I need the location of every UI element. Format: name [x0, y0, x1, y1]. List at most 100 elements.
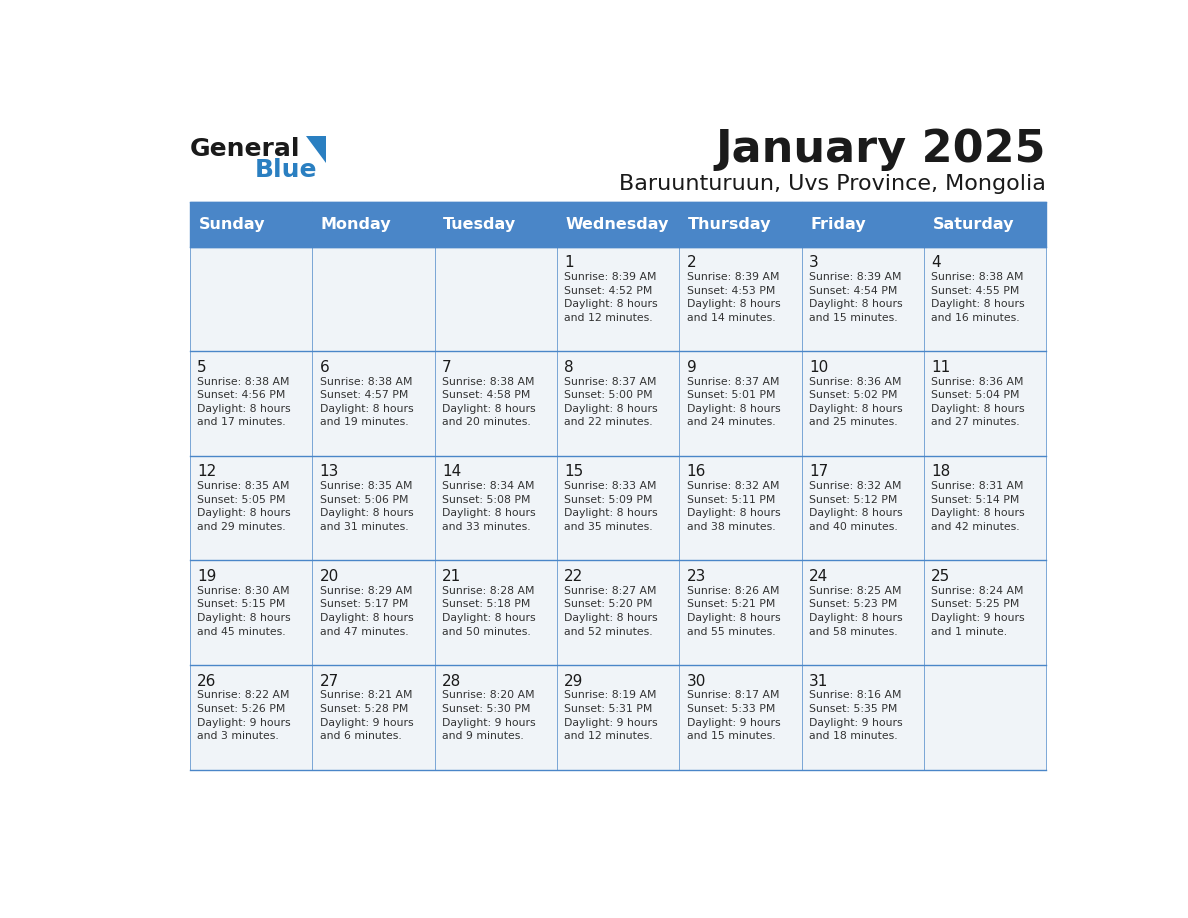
Bar — [680, 665, 802, 769]
Text: Sunrise: 8:36 AM
Sunset: 5:04 PM
Daylight: 8 hours
and 27 minutes.: Sunrise: 8:36 AM Sunset: 5:04 PM Dayligh… — [931, 376, 1025, 428]
Text: 25: 25 — [931, 569, 950, 584]
Bar — [680, 560, 802, 665]
Bar — [190, 202, 312, 247]
Text: 12: 12 — [197, 465, 216, 479]
Text: 27: 27 — [320, 674, 339, 688]
Text: Sunrise: 8:32 AM
Sunset: 5:12 PM
Daylight: 8 hours
and 40 minutes.: Sunrise: 8:32 AM Sunset: 5:12 PM Dayligh… — [809, 481, 903, 532]
Text: 11: 11 — [931, 360, 950, 375]
Text: 24: 24 — [809, 569, 828, 584]
Bar — [802, 352, 924, 456]
Text: Sunrise: 8:39 AM
Sunset: 4:54 PM
Daylight: 8 hours
and 15 minutes.: Sunrise: 8:39 AM Sunset: 4:54 PM Dayligh… — [809, 272, 903, 323]
Text: 6: 6 — [320, 360, 329, 375]
Text: Sunrise: 8:24 AM
Sunset: 5:25 PM
Daylight: 9 hours
and 1 minute.: Sunrise: 8:24 AM Sunset: 5:25 PM Dayligh… — [931, 586, 1025, 637]
Text: 28: 28 — [442, 674, 461, 688]
Bar — [312, 352, 435, 456]
Text: 15: 15 — [564, 465, 583, 479]
Bar — [557, 247, 680, 352]
Text: 26: 26 — [197, 674, 216, 688]
Bar — [680, 352, 802, 456]
Bar — [680, 247, 802, 352]
Bar — [190, 456, 312, 560]
Bar — [190, 560, 312, 665]
Text: 1: 1 — [564, 255, 574, 270]
Text: 5: 5 — [197, 360, 207, 375]
Text: Sunrise: 8:32 AM
Sunset: 5:11 PM
Daylight: 8 hours
and 38 minutes.: Sunrise: 8:32 AM Sunset: 5:11 PM Dayligh… — [687, 481, 781, 532]
Text: 19: 19 — [197, 569, 216, 584]
Text: Sunrise: 8:28 AM
Sunset: 5:18 PM
Daylight: 8 hours
and 50 minutes.: Sunrise: 8:28 AM Sunset: 5:18 PM Dayligh… — [442, 586, 536, 637]
Text: Sunrise: 8:39 AM
Sunset: 4:52 PM
Daylight: 8 hours
and 12 minutes.: Sunrise: 8:39 AM Sunset: 4:52 PM Dayligh… — [564, 272, 658, 323]
Bar — [924, 247, 1047, 352]
Text: 8: 8 — [564, 360, 574, 375]
Text: Wednesday: Wednesday — [565, 217, 669, 232]
Bar — [435, 456, 557, 560]
Bar — [435, 560, 557, 665]
Text: Sunrise: 8:16 AM
Sunset: 5:35 PM
Daylight: 9 hours
and 18 minutes.: Sunrise: 8:16 AM Sunset: 5:35 PM Dayligh… — [809, 690, 903, 742]
Bar — [924, 202, 1047, 247]
Bar — [435, 352, 557, 456]
Text: Sunrise: 8:19 AM
Sunset: 5:31 PM
Daylight: 9 hours
and 12 minutes.: Sunrise: 8:19 AM Sunset: 5:31 PM Dayligh… — [564, 690, 658, 742]
Bar — [312, 560, 435, 665]
Text: 14: 14 — [442, 465, 461, 479]
Bar — [435, 202, 557, 247]
Bar — [802, 560, 924, 665]
Text: Sunrise: 8:22 AM
Sunset: 5:26 PM
Daylight: 9 hours
and 3 minutes.: Sunrise: 8:22 AM Sunset: 5:26 PM Dayligh… — [197, 690, 291, 742]
Text: Sunrise: 8:38 AM
Sunset: 4:55 PM
Daylight: 8 hours
and 16 minutes.: Sunrise: 8:38 AM Sunset: 4:55 PM Dayligh… — [931, 272, 1025, 323]
Bar — [802, 456, 924, 560]
Text: Saturday: Saturday — [933, 217, 1013, 232]
Bar — [680, 202, 802, 247]
Text: 2: 2 — [687, 255, 696, 270]
Text: Sunrise: 8:35 AM
Sunset: 5:05 PM
Daylight: 8 hours
and 29 minutes.: Sunrise: 8:35 AM Sunset: 5:05 PM Dayligh… — [197, 481, 291, 532]
Bar — [802, 665, 924, 769]
Text: 21: 21 — [442, 569, 461, 584]
Text: Tuesday: Tuesday — [443, 217, 517, 232]
Text: 17: 17 — [809, 465, 828, 479]
Polygon shape — [307, 136, 327, 163]
Text: January 2025: January 2025 — [715, 128, 1047, 171]
Text: 4: 4 — [931, 255, 941, 270]
Bar — [924, 560, 1047, 665]
Text: 3: 3 — [809, 255, 819, 270]
Text: Sunrise: 8:30 AM
Sunset: 5:15 PM
Daylight: 8 hours
and 45 minutes.: Sunrise: 8:30 AM Sunset: 5:15 PM Dayligh… — [197, 586, 291, 637]
Bar — [924, 352, 1047, 456]
Text: 20: 20 — [320, 569, 339, 584]
Text: General: General — [190, 137, 301, 161]
Bar — [557, 202, 680, 247]
Bar — [312, 247, 435, 352]
Bar — [312, 202, 435, 247]
Text: 9: 9 — [687, 360, 696, 375]
Bar — [924, 665, 1047, 769]
Text: 31: 31 — [809, 674, 828, 688]
Bar — [557, 352, 680, 456]
Text: Sunrise: 8:31 AM
Sunset: 5:14 PM
Daylight: 8 hours
and 42 minutes.: Sunrise: 8:31 AM Sunset: 5:14 PM Dayligh… — [931, 481, 1025, 532]
Text: Sunrise: 8:29 AM
Sunset: 5:17 PM
Daylight: 8 hours
and 47 minutes.: Sunrise: 8:29 AM Sunset: 5:17 PM Dayligh… — [320, 586, 413, 637]
Bar — [190, 247, 312, 352]
Text: Sunrise: 8:33 AM
Sunset: 5:09 PM
Daylight: 8 hours
and 35 minutes.: Sunrise: 8:33 AM Sunset: 5:09 PM Dayligh… — [564, 481, 658, 532]
Text: 13: 13 — [320, 465, 339, 479]
Text: Sunday: Sunday — [198, 217, 265, 232]
Text: 29: 29 — [564, 674, 583, 688]
Text: Sunrise: 8:39 AM
Sunset: 4:53 PM
Daylight: 8 hours
and 14 minutes.: Sunrise: 8:39 AM Sunset: 4:53 PM Dayligh… — [687, 272, 781, 323]
Bar — [312, 665, 435, 769]
Bar — [802, 202, 924, 247]
Text: Sunrise: 8:20 AM
Sunset: 5:30 PM
Daylight: 9 hours
and 9 minutes.: Sunrise: 8:20 AM Sunset: 5:30 PM Dayligh… — [442, 690, 536, 742]
Text: Thursday: Thursday — [688, 217, 771, 232]
Bar — [680, 456, 802, 560]
Text: Baruunturuun, Uvs Province, Mongolia: Baruunturuun, Uvs Province, Mongolia — [619, 174, 1047, 195]
Text: 18: 18 — [931, 465, 950, 479]
Bar — [190, 352, 312, 456]
Bar — [557, 456, 680, 560]
Text: Sunrise: 8:38 AM
Sunset: 4:57 PM
Daylight: 8 hours
and 19 minutes.: Sunrise: 8:38 AM Sunset: 4:57 PM Dayligh… — [320, 376, 413, 428]
Bar — [190, 665, 312, 769]
Text: 23: 23 — [687, 569, 706, 584]
Text: Sunrise: 8:34 AM
Sunset: 5:08 PM
Daylight: 8 hours
and 33 minutes.: Sunrise: 8:34 AM Sunset: 5:08 PM Dayligh… — [442, 481, 536, 532]
Text: Sunrise: 8:36 AM
Sunset: 5:02 PM
Daylight: 8 hours
and 25 minutes.: Sunrise: 8:36 AM Sunset: 5:02 PM Dayligh… — [809, 376, 903, 428]
Text: Monday: Monday — [321, 217, 391, 232]
Text: Friday: Friday — [810, 217, 866, 232]
Bar — [435, 247, 557, 352]
Text: Sunrise: 8:35 AM
Sunset: 5:06 PM
Daylight: 8 hours
and 31 minutes.: Sunrise: 8:35 AM Sunset: 5:06 PM Dayligh… — [320, 481, 413, 532]
Text: Sunrise: 8:37 AM
Sunset: 5:01 PM
Daylight: 8 hours
and 24 minutes.: Sunrise: 8:37 AM Sunset: 5:01 PM Dayligh… — [687, 376, 781, 428]
Text: 22: 22 — [564, 569, 583, 584]
Text: Sunrise: 8:25 AM
Sunset: 5:23 PM
Daylight: 8 hours
and 58 minutes.: Sunrise: 8:25 AM Sunset: 5:23 PM Dayligh… — [809, 586, 903, 637]
Bar — [435, 665, 557, 769]
Text: 7: 7 — [442, 360, 451, 375]
